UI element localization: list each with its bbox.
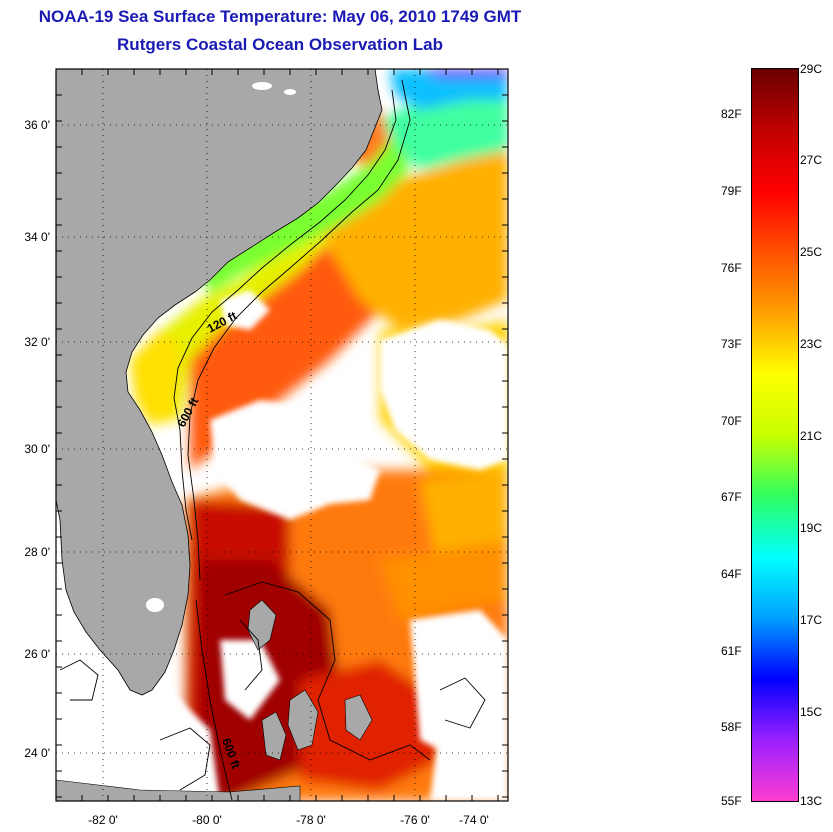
fahrenheit-label-61: 61F xyxy=(721,644,742,658)
lon-label-80: -80 0' xyxy=(192,813,222,827)
gridlines xyxy=(56,69,508,801)
sst-field xyxy=(130,69,508,801)
lon-label-78: -78 0' xyxy=(296,813,326,827)
lon-label-74: -74 0' xyxy=(459,813,489,827)
map-subtitle: Rutgers Coastal Ocean Observation Lab xyxy=(117,35,443,54)
lat-label-24: 24 0' xyxy=(24,746,50,760)
fahrenheit-label-58: 58F xyxy=(721,720,742,734)
celsius-label-13: 13C xyxy=(800,794,823,808)
lat-label-34: 34 0' xyxy=(24,230,50,244)
lon-label-82: -82 0' xyxy=(88,813,118,827)
celsius-label-19: 19C xyxy=(800,521,823,535)
celsius-label-21: 21C xyxy=(800,429,823,443)
lat-label-36: 36 0' xyxy=(24,118,50,132)
celsius-label-27: 27C xyxy=(800,153,823,167)
bathymetry-contours xyxy=(59,79,486,801)
lat-label-32: 32 0' xyxy=(24,335,50,349)
lat-label-28: 28 0' xyxy=(24,545,50,559)
map-title: NOAA-19 Sea Surface Temperature: May 06,… xyxy=(38,7,522,26)
fahrenheit-label-70: 70F xyxy=(721,414,742,428)
map-frame xyxy=(55,68,509,802)
map-plot-area xyxy=(56,69,508,801)
landmass xyxy=(56,69,383,801)
fahrenheit-label-67: 67F xyxy=(721,490,742,504)
lat-label-30: 30 0' xyxy=(24,442,50,456)
fahrenheit-label-73: 73F xyxy=(721,337,742,351)
fahrenheit-label-79: 79F xyxy=(721,184,742,198)
fahrenheit-label-76: 76F xyxy=(721,261,742,275)
axis-ticks xyxy=(56,69,508,801)
celsius-label-23: 23C xyxy=(800,337,823,351)
celsius-label-29: 29C xyxy=(800,62,823,76)
celsius-label-25: 25C xyxy=(800,245,823,259)
lon-label-76: -76 0' xyxy=(400,813,430,827)
fahrenheit-label-55: 55F xyxy=(721,794,742,808)
celsius-label-15: 15C xyxy=(800,705,823,719)
celsius-label-17: 17C xyxy=(800,613,823,627)
colorbar-gradient xyxy=(751,68,799,802)
lat-label-26: 26 0' xyxy=(24,647,50,661)
fahrenheit-label-64: 64F xyxy=(721,567,742,581)
fahrenheit-label-82: 82F xyxy=(721,107,742,121)
